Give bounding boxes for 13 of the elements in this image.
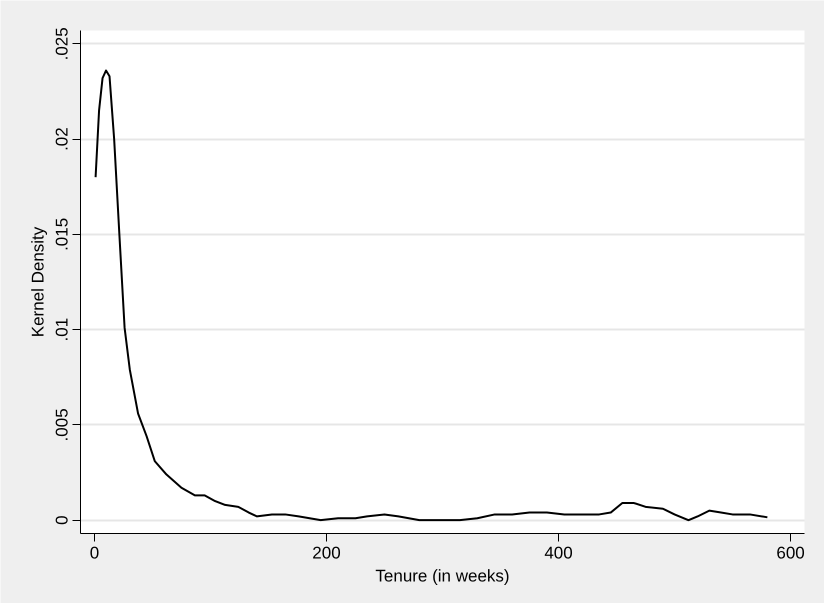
x-tick-label: 400 <box>544 544 573 562</box>
x-tick-label: 600 <box>776 544 805 562</box>
line-series <box>94 70 768 522</box>
y-tick-label: .005 <box>52 408 72 442</box>
y-tick-label: .02 <box>52 127 72 151</box>
x-tick-label: 0 <box>90 544 100 562</box>
y-tick-label: .01 <box>52 318 72 342</box>
y-tick-label: .015 <box>52 218 72 251</box>
y-tick-label: .025 <box>52 27 72 60</box>
x-axis-title: Tenure (in weeks) <box>375 566 510 586</box>
y-axis-title: Kernel Density <box>28 226 48 338</box>
y-tick-label: 0 <box>52 515 72 525</box>
x-tick-label: 200 <box>312 544 341 562</box>
